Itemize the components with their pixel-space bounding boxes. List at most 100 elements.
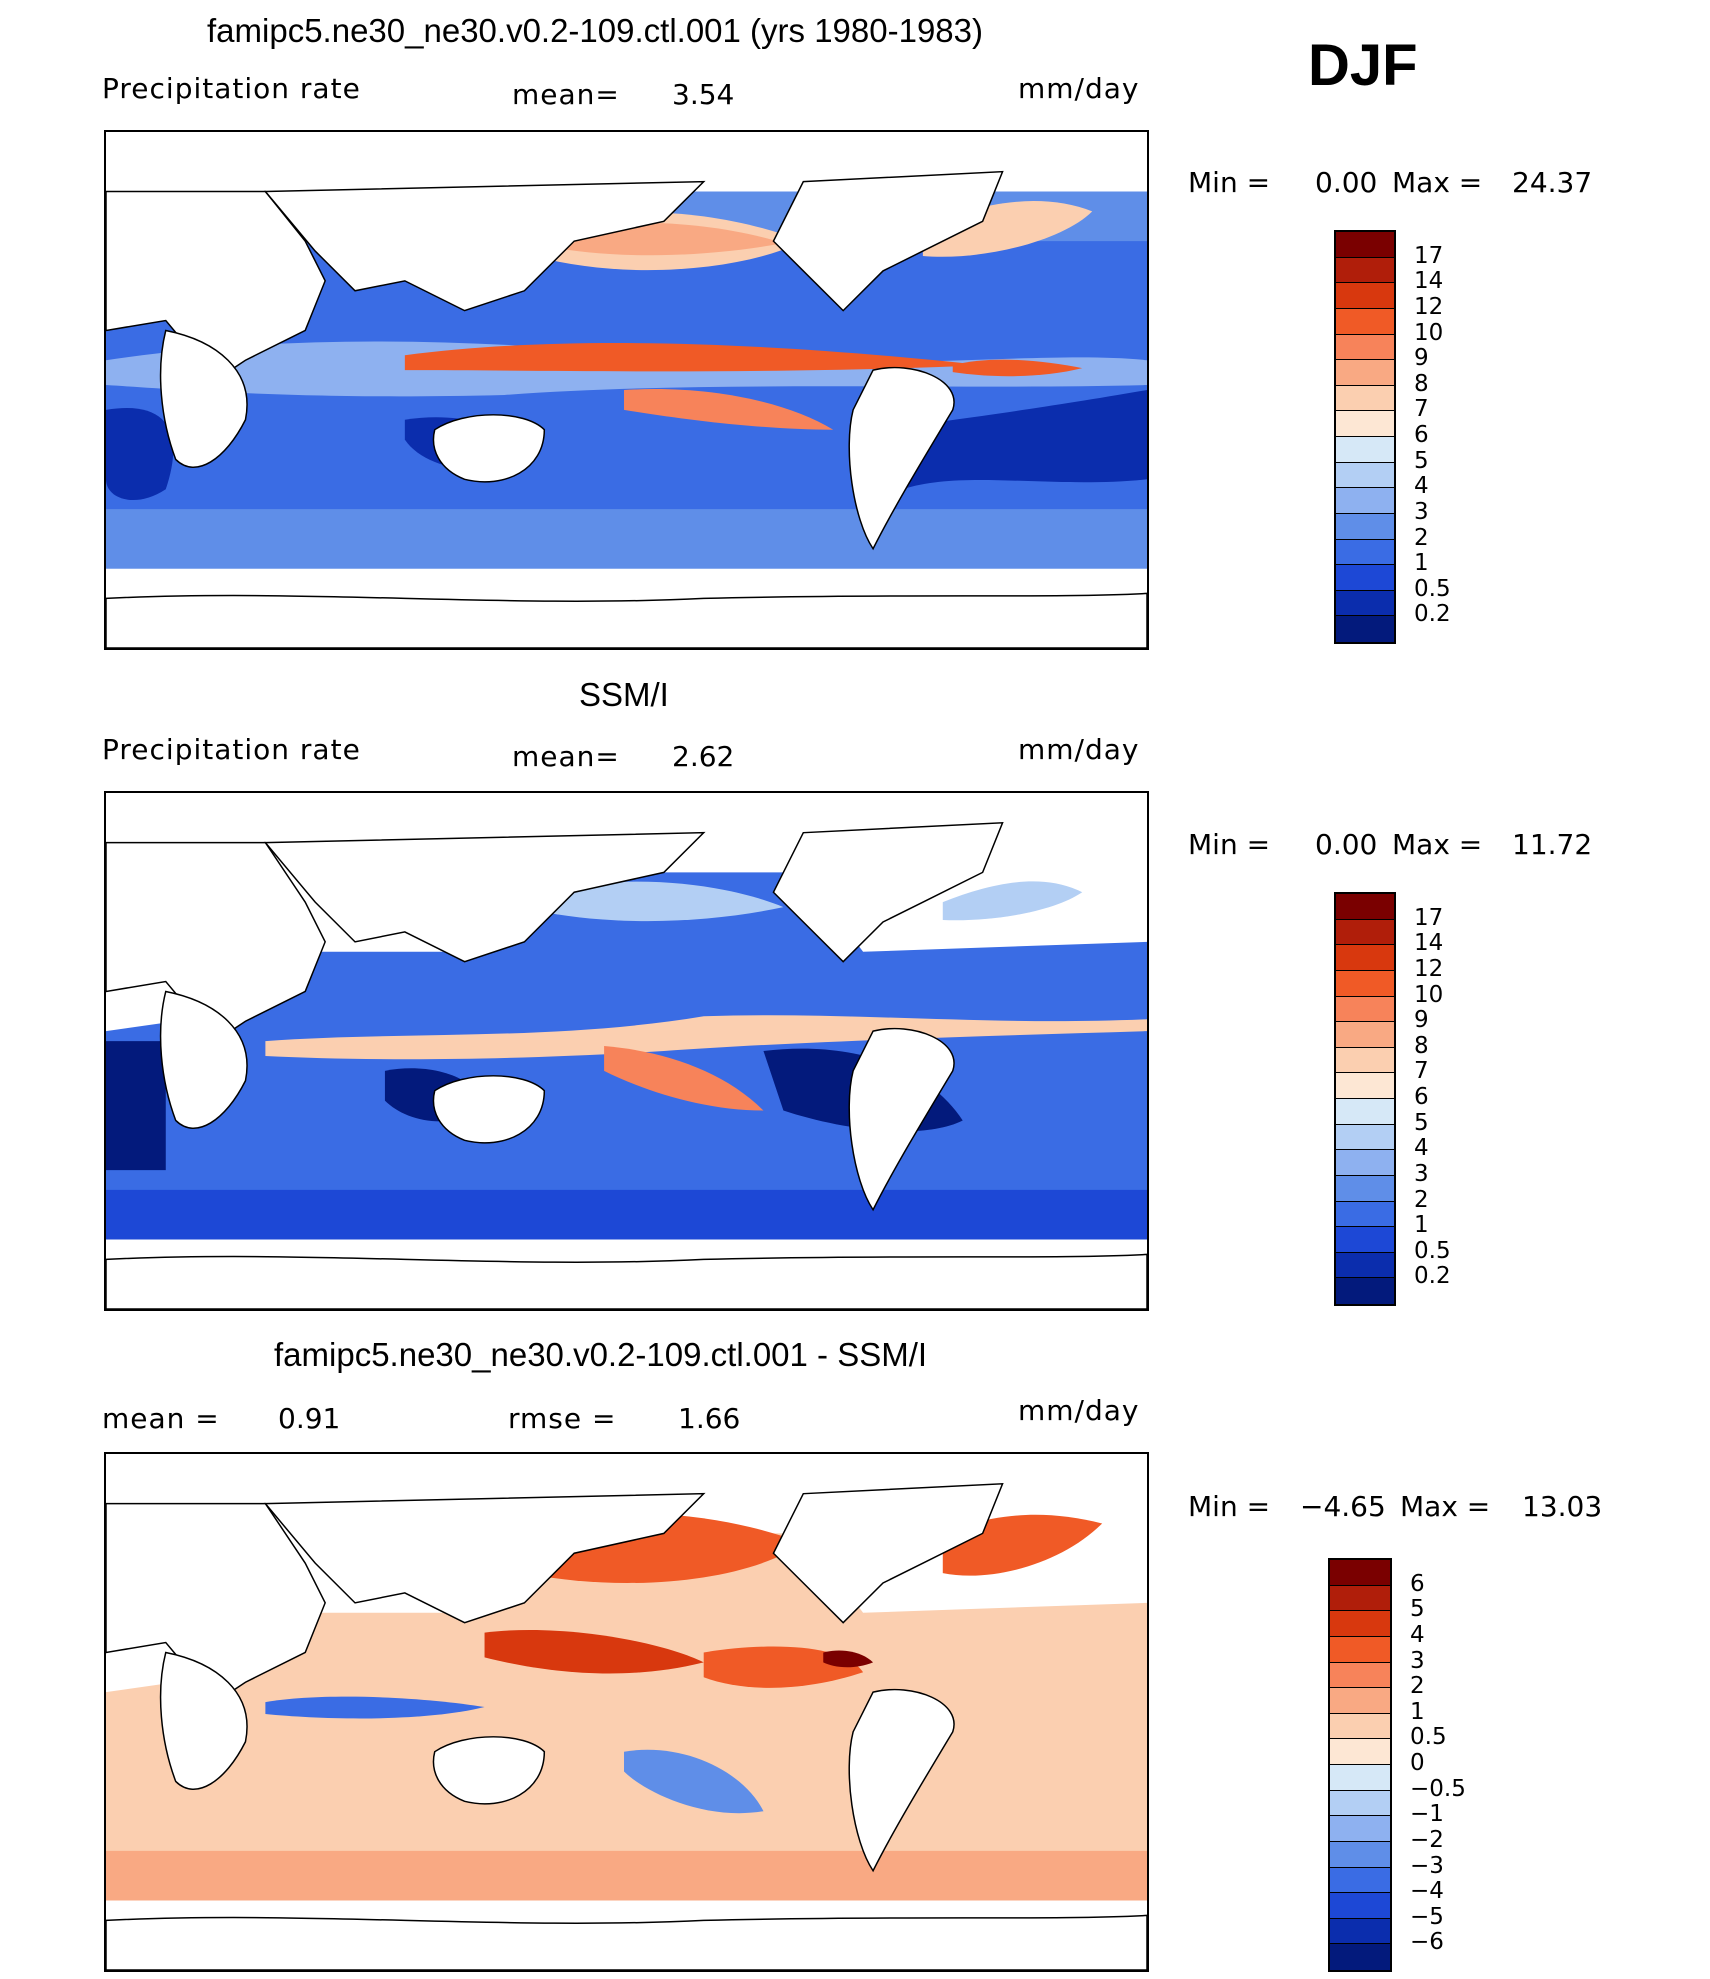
colorbar-swatch — [1336, 590, 1394, 617]
colorbar-tick-label: 0.5 — [1410, 1724, 1447, 1751]
colorbar-tick-label: 2 — [1414, 524, 1429, 551]
africa-eurasia-west — [106, 1502, 326, 1704]
colorbar-swatch — [1336, 1022, 1394, 1048]
antarctica — [106, 592, 1147, 648]
africa — [159, 1651, 248, 1790]
panel3-max-label: Max = — [1400, 1490, 1491, 1523]
colorbar-tick-label: 0.2 — [1414, 1263, 1451, 1290]
atl-itcz — [952, 359, 1083, 377]
colorbar-tick-label: 3 — [1414, 498, 1429, 525]
colorbar-swatch — [1336, 919, 1394, 946]
se-atlantic-dry — [106, 1041, 166, 1171]
panel3-rmse-label: rmse = — [508, 1402, 617, 1435]
colorbar-tick-label: 3 — [1410, 1647, 1425, 1674]
se-atlantic-dry — [106, 407, 174, 501]
australia — [432, 414, 546, 483]
colorbar-tick-label: 4 — [1410, 1621, 1425, 1648]
colorbar-tick-label: 5 — [1410, 1596, 1425, 1623]
colorbar-swatch — [1330, 1585, 1390, 1612]
panel2-mean-label: mean= — [512, 740, 620, 773]
asia — [263, 831, 706, 963]
colorbar-swatch — [1336, 308, 1394, 335]
colorbar-swatch — [1330, 1944, 1390, 1970]
panel3-map-svg — [106, 1454, 1147, 1970]
colorbar-tick-label: 1 — [1410, 1698, 1425, 1725]
australia — [432, 1075, 546, 1144]
colorbar-swatch — [1336, 513, 1394, 540]
panel2-map — [104, 791, 1149, 1311]
panel1-max-label: Max = — [1392, 166, 1483, 199]
colorbar-tick-label: 8 — [1414, 1032, 1429, 1059]
colorbar-swatch — [1330, 1713, 1390, 1740]
africa-eurasia-west — [106, 841, 326, 1043]
australia — [432, 1736, 546, 1805]
colorbar-tick-label: 12 — [1414, 293, 1444, 320]
panel3-max-value: 13.03 — [1522, 1490, 1603, 1523]
antarctica — [106, 1914, 1147, 1970]
colorbar-tick-label: −4 — [1410, 1878, 1444, 1905]
season-label: DJF — [1308, 33, 1418, 98]
panel1-mean-label: mean= — [512, 78, 620, 111]
colorbar-tick-label: −3 — [1410, 1852, 1444, 1879]
colorbar-tick-label: 14 — [1414, 268, 1444, 295]
colorbar-swatch — [1336, 334, 1394, 361]
panel1-map-svg — [106, 132, 1147, 648]
colorbar-swatch — [1336, 1252, 1394, 1279]
southern-ocean — [106, 1189, 1147, 1240]
colorbar-tick-label: 14 — [1414, 930, 1444, 957]
colorbar-tick-label: 2 — [1414, 1186, 1429, 1213]
colorbar-swatch — [1330, 1893, 1390, 1919]
colorbar-swatch — [1336, 945, 1394, 971]
colorbar-swatch — [1336, 539, 1394, 566]
colorbar-swatch — [1336, 565, 1394, 591]
panel3-colorbar — [1328, 1558, 1392, 1972]
colorbar-swatch — [1330, 1867, 1390, 1894]
colorbar-swatch — [1330, 1662, 1390, 1689]
colorbar-tick-label: 8 — [1414, 370, 1429, 397]
panel3-mean-value: 0.91 — [278, 1402, 341, 1435]
colorbar-tick-label: 10 — [1414, 319, 1444, 346]
colorbar-swatch — [1336, 283, 1394, 309]
colorbar-swatch — [1330, 1765, 1390, 1791]
panel1-colorbar — [1334, 230, 1396, 644]
sp-negative — [624, 1749, 764, 1814]
colorbar-swatch — [1330, 1611, 1390, 1637]
colorbar-swatch — [1336, 411, 1394, 437]
colorbar-tick-label: 10 — [1414, 981, 1444, 1008]
south-america — [848, 366, 955, 551]
se-pacific-dry — [883, 390, 1147, 490]
colorbar-tick-label: −2 — [1410, 1826, 1444, 1853]
io-negative — [265, 1696, 485, 1719]
ep-max — [823, 1650, 874, 1668]
colorbar-swatch — [1336, 462, 1394, 489]
colorbar-tick-label: −6 — [1410, 1929, 1444, 1956]
colorbar-swatch — [1336, 488, 1394, 514]
colorbar-swatch — [1336, 1150, 1394, 1176]
north-america — [772, 821, 1004, 963]
colorbar-tick-label: 0.5 — [1414, 575, 1451, 602]
itcz-band — [265, 1015, 1147, 1060]
colorbar-swatch — [1336, 1124, 1394, 1151]
colorbar-swatch — [1336, 894, 1394, 920]
colorbar-swatch — [1330, 1841, 1390, 1868]
panel1-title: famipc5.ne30_ne30.v0.2-109.ctl.001 (yrs … — [207, 12, 983, 49]
africa — [159, 990, 248, 1129]
colorbar-swatch — [1330, 1636, 1390, 1663]
colorbar-tick-label: 0 — [1410, 1750, 1425, 1776]
colorbar-tick-label: 4 — [1414, 473, 1429, 500]
panel3-units: mm/day — [1018, 1394, 1140, 1427]
colorbar-tick-label: 6 — [1410, 1570, 1425, 1597]
colorbar-swatch — [1336, 1099, 1394, 1125]
panel2-units: mm/day — [1018, 733, 1140, 766]
colorbar-tick-label: 3 — [1414, 1160, 1429, 1187]
wp-positive — [484, 1629, 704, 1674]
asia — [263, 180, 706, 312]
colorbar-tick-label: 6 — [1414, 422, 1429, 448]
colorbar-tick-label: 5 — [1414, 1109, 1429, 1136]
south-america — [848, 1027, 955, 1212]
colorbar-swatch — [1330, 1816, 1390, 1842]
colorbar-swatch — [1330, 1560, 1390, 1586]
colorbar-tick-label: 0.5 — [1414, 1237, 1451, 1264]
colorbar-swatch — [1330, 1918, 1390, 1945]
spcz-band — [604, 1046, 764, 1111]
